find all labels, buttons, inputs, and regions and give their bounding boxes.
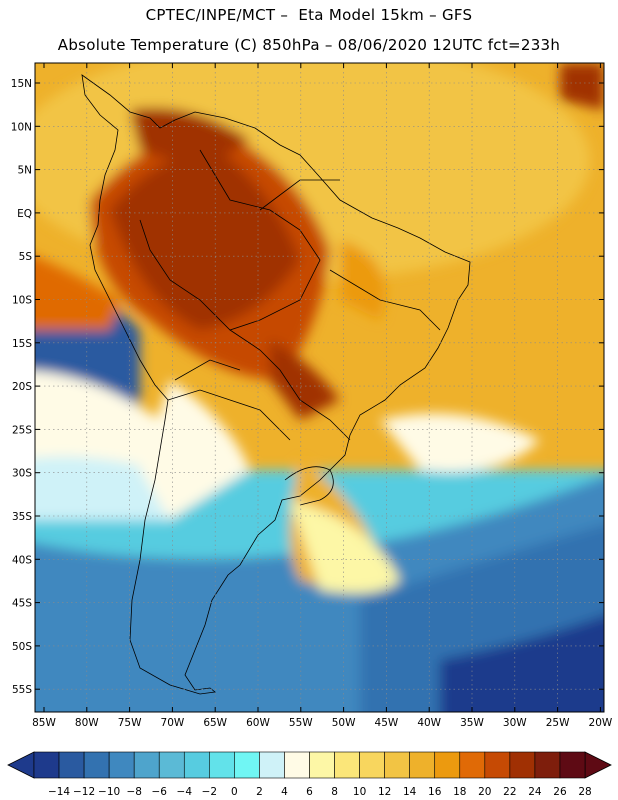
colorbar-tick-label: −10 <box>98 786 120 798</box>
colorbar-swatch <box>334 751 360 779</box>
lon-label: 60W <box>246 717 270 729</box>
colorbar-swatch <box>509 751 536 779</box>
colorbar-swatch <box>83 751 110 779</box>
coastlines <box>81 74 471 695</box>
lat-label: 50S <box>12 641 32 653</box>
lon-label: 85W <box>32 717 56 729</box>
colorbar-swatch <box>259 751 285 779</box>
lon-label: 40W <box>417 717 441 729</box>
colorbar-swatch <box>384 751 410 779</box>
colorbar-tick-label: −12 <box>73 786 95 798</box>
lat-label: 5S <box>19 251 33 263</box>
lat-label: 15S <box>12 338 32 350</box>
lat-label: 5N <box>17 165 32 177</box>
lat-label: 20S <box>12 381 32 393</box>
colorbar-swatch <box>459 751 486 779</box>
lon-label: 20W <box>589 717 613 729</box>
colorbar-tick-label: 6 <box>306 786 313 798</box>
colorbar-tick-label: 26 <box>553 786 567 798</box>
axis-ticks <box>35 63 604 712</box>
colorbar-tick-label: 8 <box>331 786 338 798</box>
colorbar-tick-label: 22 <box>503 786 516 798</box>
colorbar-tick-label: 28 <box>578 786 591 798</box>
colorbar-tick-label: 16 <box>428 786 442 798</box>
colorbar-swatch <box>534 751 561 779</box>
colorbar-swatch <box>183 751 210 779</box>
lat-label: 10N <box>11 121 32 133</box>
lon-label: 30W <box>503 717 527 729</box>
lat-label: EQ <box>17 208 32 220</box>
colorbar-tick-label: 14 <box>403 786 417 798</box>
lon-label: 70W <box>161 717 185 729</box>
lat-label: 15N <box>11 78 32 90</box>
colorbar-tick-label: 4 <box>281 786 288 798</box>
latitude-labels: 15N 10N 5N EQ 5S 10S 15S 20S 25S 30S 35S 40S 45S 50S 5… <box>11 78 33 696</box>
colorbar-tick-label: 24 <box>528 786 542 798</box>
colorbar-swatch <box>309 751 335 779</box>
colorbar-tick-label: 2 <box>256 786 263 798</box>
colorbar-tick-label: 12 <box>378 786 391 798</box>
lat-label: 10S <box>12 295 32 307</box>
colorbar-tick-label: 0 <box>231 786 238 798</box>
lon-label: 25W <box>546 717 570 729</box>
lat-label: 55S <box>12 684 32 696</box>
colorbar-swatch <box>209 751 235 779</box>
colorbar-swatch <box>158 751 185 779</box>
colorbar-tick-label: 10 <box>353 786 366 798</box>
colorbar: −14 −12 −10 −8 −6 −4 −2 0 2 4 6 8 10 12 14 16 18 20 22 24 26… <box>7 751 612 798</box>
colorbar-high-arrow <box>584 751 612 779</box>
lon-label: 45W <box>375 717 399 729</box>
chart-title-line1: CPTEC/INPE/MCT – Eta Model 15km – GFS <box>145 6 473 24</box>
colorbar-tick-label: −8 <box>126 786 141 798</box>
colorbar-tick-label: 18 <box>453 786 466 798</box>
lat-label: 35S <box>12 511 32 523</box>
colorbar-swatch <box>108 751 135 779</box>
map-frame <box>34 62 605 713</box>
colorbar-swatch <box>133 751 160 779</box>
longitude-labels: 85W 80W 75W 70W 65W 60W 55W 50W 45W 40W 35W 30W 25W 2… <box>32 717 613 729</box>
lon-label: 50W <box>332 717 356 729</box>
colorbar-swatch <box>409 751 436 779</box>
colorbar-tick-label: 20 <box>478 786 491 798</box>
lon-label: 75W <box>118 717 142 729</box>
lon-label: 55W <box>289 717 313 729</box>
colorbar-swatch <box>359 751 385 779</box>
colorbar-swatch <box>434 751 461 779</box>
lat-label: 40S <box>12 554 32 566</box>
colorbar-low-arrow <box>7 751 35 779</box>
lon-label: 80W <box>75 717 99 729</box>
lat-label: 30S <box>12 468 32 480</box>
colorbar-swatch <box>58 751 85 779</box>
colorbar-tick-label: −2 <box>202 786 217 798</box>
colorbar-tick-label: −6 <box>151 786 167 798</box>
temperature-field <box>35 63 604 712</box>
colorbar-swatch <box>284 751 310 779</box>
colorbar-tick-label: −14 <box>48 786 70 798</box>
colorbar-swatch <box>33 751 60 779</box>
map-gridlines <box>35 63 604 712</box>
colorbar-swatch <box>484 751 511 779</box>
colorbar-tick-label: −4 <box>177 786 193 798</box>
lat-label: 25S <box>12 424 32 436</box>
lat-label: 45S <box>12 598 32 610</box>
chart-title-line2: Absolute Temperature (C) 850hPa – 08/06/… <box>57 36 561 54</box>
lon-label: 65W <box>203 717 227 729</box>
lon-label: 35W <box>460 717 484 729</box>
colorbar-swatch <box>234 751 260 779</box>
colorbar-swatch <box>559 751 586 779</box>
